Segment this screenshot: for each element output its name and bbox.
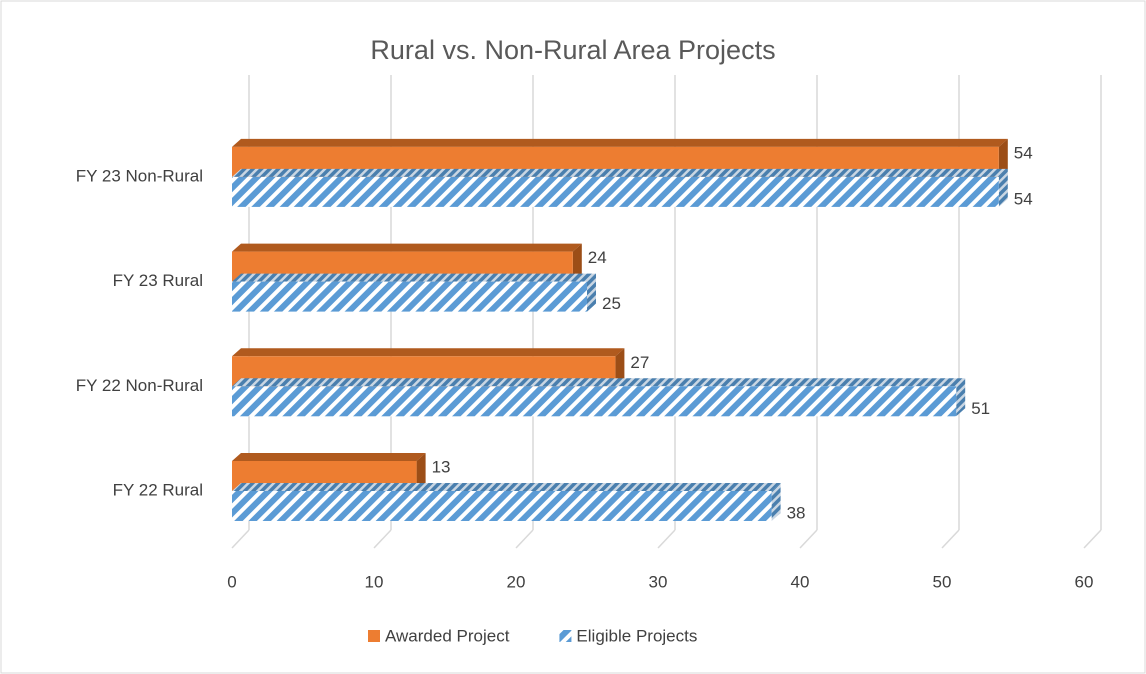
data-label: 38 — [787, 503, 806, 522]
bar-top — [232, 483, 781, 491]
legend-swatch — [368, 630, 380, 642]
x-tick-label: 0 — [227, 572, 236, 591]
chart-title: Rural vs. Non-Rural Area Projects — [370, 35, 775, 65]
y-tick-label: FY 22 Non-Rural — [76, 376, 203, 395]
grid-floor-line — [515, 529, 534, 549]
bar-top — [232, 453, 426, 461]
x-tick-label: 30 — [649, 572, 668, 591]
grid-floor-line — [657, 529, 676, 549]
bar-top — [232, 243, 582, 252]
bar-top — [232, 378, 966, 387]
grid-floor-line — [799, 529, 818, 549]
x-tick-label: 20 — [507, 572, 526, 591]
bar-side — [998, 138, 1008, 177]
grid-floor-line — [941, 529, 960, 549]
bar — [232, 281, 587, 312]
grid-floor-line — [231, 529, 250, 549]
data-label: 54 — [1014, 189, 1033, 208]
y-tick-label: FY 23 Rural — [113, 271, 203, 290]
bar-top — [232, 168, 1008, 177]
legend-label: Eligible Projects — [576, 626, 697, 645]
bar-side — [956, 378, 966, 417]
grid-floor-line — [373, 529, 392, 549]
bar-top — [232, 273, 596, 282]
legend-label: Awarded Project — [385, 626, 510, 645]
bar-side — [771, 483, 781, 521]
x-tick-label: 10 — [365, 572, 384, 591]
bar — [232, 176, 999, 207]
bar — [232, 386, 957, 417]
bar-side — [998, 168, 1008, 207]
bar-side — [587, 273, 596, 312]
y-tick-label: FY 22 Rural — [113, 480, 203, 499]
data-label: 54 — [1014, 143, 1033, 162]
bar-top — [232, 138, 1008, 147]
data-label: 51 — [971, 399, 990, 418]
bar-top — [232, 348, 625, 357]
bar-side — [572, 243, 582, 282]
grid-floor-line — [1083, 529, 1102, 549]
data-label: 13 — [432, 457, 451, 476]
x-tick-label: 50 — [933, 572, 952, 591]
data-label: 27 — [630, 353, 649, 372]
bar-side — [615, 348, 625, 387]
x-tick-label: 60 — [1075, 572, 1094, 591]
legend-swatch — [559, 630, 572, 642]
y-tick-label: FY 23 Non-Rural — [76, 166, 203, 185]
bar-side — [416, 453, 426, 491]
data-label: 25 — [602, 294, 621, 313]
bar — [232, 491, 772, 521]
x-tick-label: 40 — [791, 572, 810, 591]
data-label: 24 — [588, 248, 607, 267]
